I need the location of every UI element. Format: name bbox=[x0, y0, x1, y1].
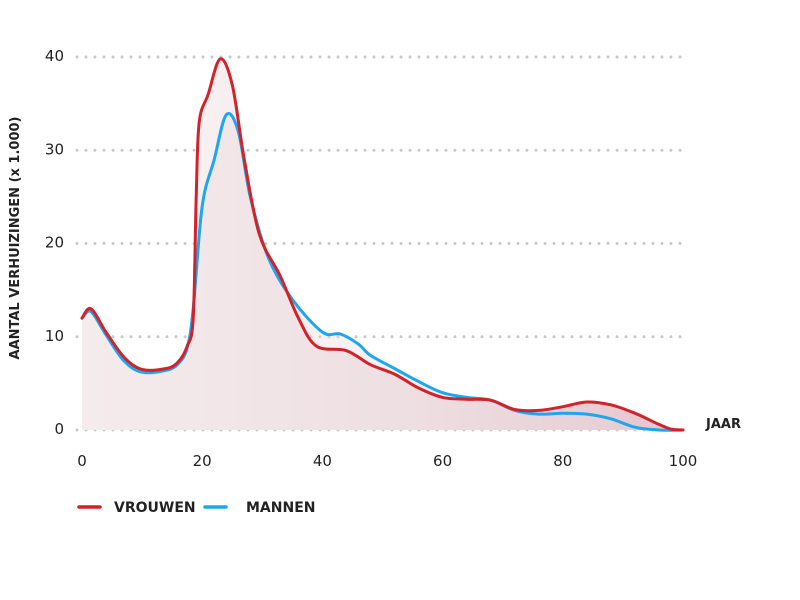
y-tick-label-20: 20 bbox=[45, 234, 64, 252]
legend-label-mannen: MANNEN bbox=[246, 500, 315, 516]
x-tick-label-60: 60 bbox=[433, 452, 452, 470]
y-tick-label-40: 40 bbox=[45, 47, 64, 65]
x-tick-label-0: 0 bbox=[77, 452, 87, 470]
x-tick-label-40: 40 bbox=[313, 452, 332, 470]
series-line-mannen bbox=[80, 112, 685, 432]
legend-label-vrouwen: VROUWEN bbox=[114, 500, 196, 516]
y-tick-label-10: 10 bbox=[45, 327, 64, 345]
x-tick-label-100: 100 bbox=[669, 452, 698, 470]
area-fill-mannen bbox=[82, 113, 683, 431]
y-tick-labels: 0 10 20 30 40 bbox=[45, 47, 64, 438]
legend: VROUWEN MANNEN bbox=[77, 500, 315, 516]
x-tick-label-20: 20 bbox=[193, 452, 212, 470]
area-fills bbox=[82, 58, 683, 431]
x-tick-label-80: 80 bbox=[553, 452, 572, 470]
x-tick-labels: 0 20 40 60 80 100 bbox=[77, 452, 697, 470]
y-axis-title: AANTAL VERHUIZINGEN (x 1.000) bbox=[8, 117, 23, 360]
series-lines bbox=[80, 57, 685, 432]
x-axis-title: JAAR bbox=[705, 417, 741, 432]
series-line-vrouwen bbox=[80, 57, 685, 432]
area-fill-vrouwen bbox=[82, 58, 683, 430]
y-tick-label-0: 0 bbox=[54, 420, 64, 438]
y-tick-label-30: 30 bbox=[45, 140, 64, 158]
